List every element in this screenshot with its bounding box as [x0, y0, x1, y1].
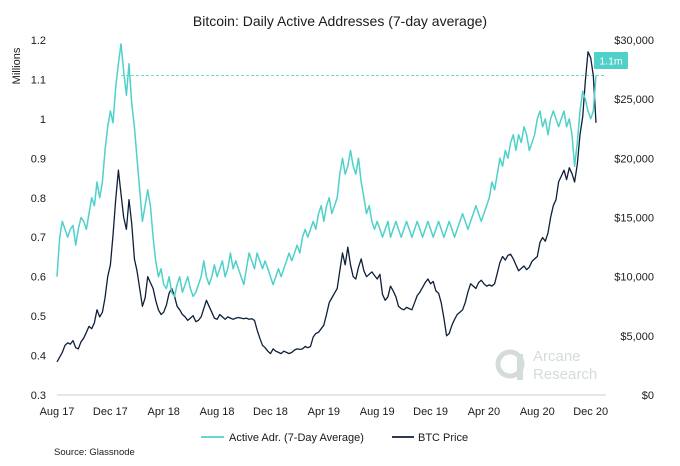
right-tick-label: $10,000: [614, 272, 654, 284]
series-line-btc-price: [56, 51, 597, 363]
right-tick-label: $15,000: [614, 213, 654, 225]
right-tick-label: $30,000: [614, 35, 654, 47]
x-tick-label: Apr 18: [148, 406, 180, 418]
left-tick-label: 1: [40, 114, 46, 126]
right-tick-label: $5,000: [620, 331, 654, 343]
left-tick-label: 1.2: [31, 35, 46, 47]
x-tick-label: Dec 18: [253, 406, 288, 418]
x-tick-label: Aug 17: [40, 406, 75, 418]
chart-title: Bitcoin: Daily Active Addresses (7-day a…: [193, 13, 487, 29]
left-axis-ticks: 0.3 0.4 0.5 0.6 0.7 0.8 0.9 1 1.1 1.2: [31, 35, 46, 402]
series-line-active-addresses: [56, 43, 597, 298]
legend-label-btc-price: BTC Price: [418, 432, 468, 444]
y-axis-label: Millions: [11, 47, 23, 84]
left-tick-label: 0.9: [31, 153, 46, 165]
left-tick-label: 0.3: [31, 390, 46, 402]
x-tick-label: Dec 20: [573, 406, 608, 418]
watermark-line2: Research: [533, 366, 597, 383]
callout-label: 1.1m: [599, 56, 623, 68]
right-tick-label: $25,000: [614, 94, 654, 106]
x-tick-label: Aug 20: [520, 406, 555, 418]
arcane-research-watermark: Arcane Research: [495, 348, 597, 383]
x-tick-label: Apr 19: [308, 406, 340, 418]
source-note: Source: Glassnode: [54, 447, 135, 458]
x-tick-label: Aug 19: [360, 406, 395, 418]
arcane-logo-icon: [495, 349, 525, 380]
watermark-line1: Arcane: [533, 348, 581, 365]
callout-background: [594, 52, 628, 69]
left-tick-label: 0.7: [31, 232, 46, 244]
legend: Active Adr. (7-Day Average) BTC Price: [201, 432, 468, 444]
left-tick-label: 1.1: [31, 74, 46, 86]
left-tick-label: 0.6: [31, 272, 46, 284]
right-axis-ticks: $0 $5,000 $10,000 $15,000 $20,000 $25,000 $30,…: [614, 35, 654, 402]
left-tick-label: 0.4: [31, 351, 46, 363]
right-tick-label: $0: [642, 390, 654, 402]
legend-label-active-addresses: Active Adr. (7-Day Average): [229, 432, 364, 444]
left-tick-label: 0.5: [31, 311, 46, 323]
left-tick-label: 0.8: [31, 193, 46, 205]
x-tick-label: Aug 18: [200, 406, 235, 418]
x-tick-label: Apr 20: [468, 406, 500, 418]
x-tick-label: Dec 19: [413, 406, 448, 418]
right-tick-label: $20,000: [614, 153, 654, 165]
x-axis-ticks: Aug 17 Dec 17 Apr 18 Aug 18 Dec 18 Apr 19 Aug …: [40, 406, 609, 418]
x-tick-label: Dec 17: [93, 406, 128, 418]
callout-1-1m: 1.1m: [594, 52, 628, 69]
